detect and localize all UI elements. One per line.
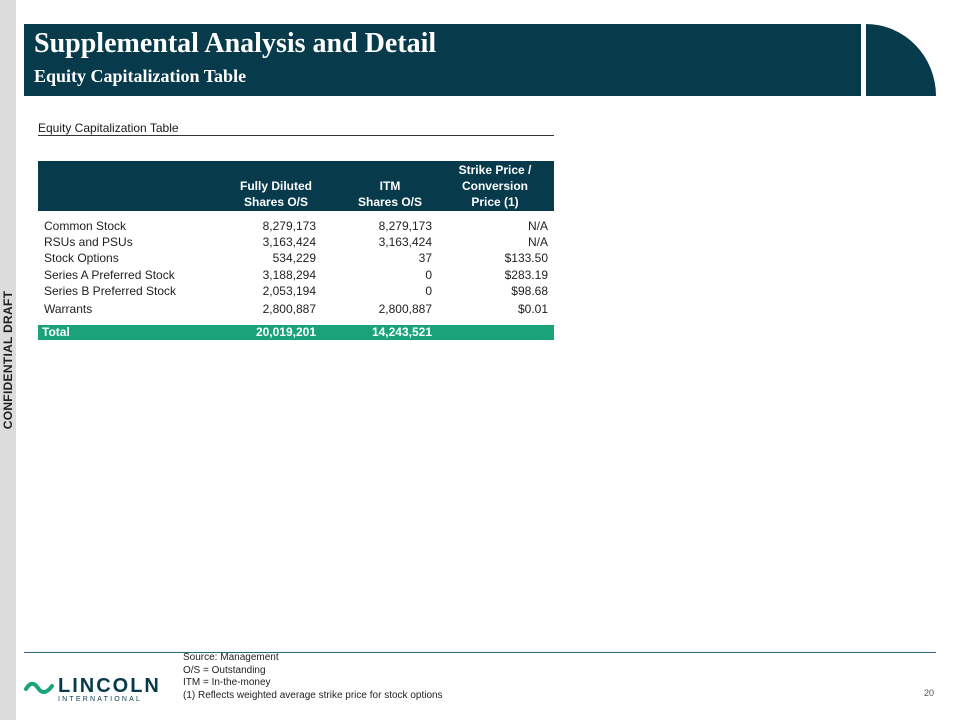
row-fully-diluted: 534,229	[272, 251, 316, 265]
col-header-line: Conversion	[461, 179, 528, 193]
table-row: RSUs and PSUs 3,163,424 3,163,424 N/A	[38, 234, 554, 250]
table-row: Stock Options 534,229 37 $133.50	[38, 250, 554, 266]
col-header-line: Shares O/S	[357, 195, 423, 209]
logo-wordmark: LINCOLN	[58, 675, 161, 697]
footer-divider	[24, 652, 936, 653]
row-itm: 2,800,887	[378, 302, 432, 316]
row-strike-price: $0.01	[517, 302, 548, 316]
page-subtitle: Equity Capitalization Table	[34, 66, 247, 86]
page-title: Supplemental Analysis and Detail	[34, 28, 437, 59]
row-fully-diluted: 2,053,194	[262, 284, 316, 298]
table-row: Common Stock 8,279,173 8,279,173 N/A	[38, 218, 554, 234]
col-header-strike-price: Strike Price / Conversion Price (1)	[440, 162, 550, 210]
table-row: Warrants 2,800,887 2,800,887 $0.01	[38, 301, 554, 317]
row-name: Warrants	[44, 302, 93, 316]
row-name: Series B Preferred Stock	[44, 284, 177, 298]
col-header-line: Fully Diluted	[240, 179, 312, 193]
row-itm: 8,279,173	[378, 219, 432, 233]
col-header-line: Strike Price /	[458, 163, 532, 177]
row-name: Stock Options	[44, 251, 119, 265]
section-title: Equity Capitalization Table	[38, 121, 554, 136]
row-strike-price: N/A	[527, 235, 548, 249]
logo-subtext: INTERNATIONAL	[58, 696, 143, 703]
total-label: Total	[42, 325, 70, 339]
row-itm: 3,163,424	[378, 235, 432, 249]
page-number: 20	[924, 688, 935, 698]
row-itm: 0	[425, 268, 432, 282]
row-itm: 0	[425, 284, 432, 298]
row-strike-price: $133.50	[504, 251, 548, 265]
col-header-line: ITM	[379, 179, 401, 193]
row-itm: 37	[418, 251, 432, 265]
row-fully-diluted: 3,188,294	[262, 268, 316, 282]
header-band: Supplemental Analysis and Detail Equity …	[24, 24, 861, 96]
row-fully-diluted: 8,279,173	[262, 219, 316, 233]
row-fully-diluted: 2,800,887	[262, 302, 316, 316]
footnote: ITM = In-the-money	[183, 677, 271, 688]
row-strike-price: $283.19	[504, 268, 548, 282]
table-row: Series A Preferred Stock 3,188,294 0 $28…	[38, 267, 554, 283]
table-row: Series B Preferred Stock 2,053,194 0 $98…	[38, 283, 554, 299]
table-header: Fully Diluted Shares O/S ITM Shares O/S …	[38, 161, 554, 211]
col-header-itm: ITM Shares O/S	[335, 178, 445, 210]
total-itm: 14,243,521	[371, 325, 432, 339]
logo-wave-icon	[24, 681, 54, 694]
row-strike-price: N/A	[527, 219, 548, 233]
col-header-line: Price (1)	[471, 195, 519, 209]
footnote: Source: Management	[183, 652, 279, 663]
row-name: Series A Preferred Stock	[44, 268, 175, 282]
company-logo: LINCOLN INTERNATIONAL	[24, 675, 174, 705]
row-strike-price: $98.68	[511, 284, 548, 298]
header-decoration	[866, 24, 936, 96]
confidential-label: CONFIDENTIAL DRAFT	[1, 290, 15, 430]
col-header-line: Shares O/S	[243, 195, 309, 209]
row-name: Common Stock	[44, 219, 127, 233]
total-row: Total 20,019,201 14,243,521	[38, 325, 554, 340]
side-strip	[0, 0, 16, 720]
row-name: RSUs and PSUs	[44, 235, 133, 249]
total-fully-diluted: 20,019,201	[255, 325, 316, 339]
footnote: (1) Reflects weighted average strike pri…	[183, 689, 443, 701]
footnotes: Source: Management O/S = Outstanding ITM…	[183, 652, 443, 702]
row-fully-diluted: 3,163,424	[262, 235, 316, 249]
col-header-fully-diluted: Fully Diluted Shares O/S	[221, 178, 331, 210]
footnote: O/S = Outstanding	[183, 664, 266, 676]
